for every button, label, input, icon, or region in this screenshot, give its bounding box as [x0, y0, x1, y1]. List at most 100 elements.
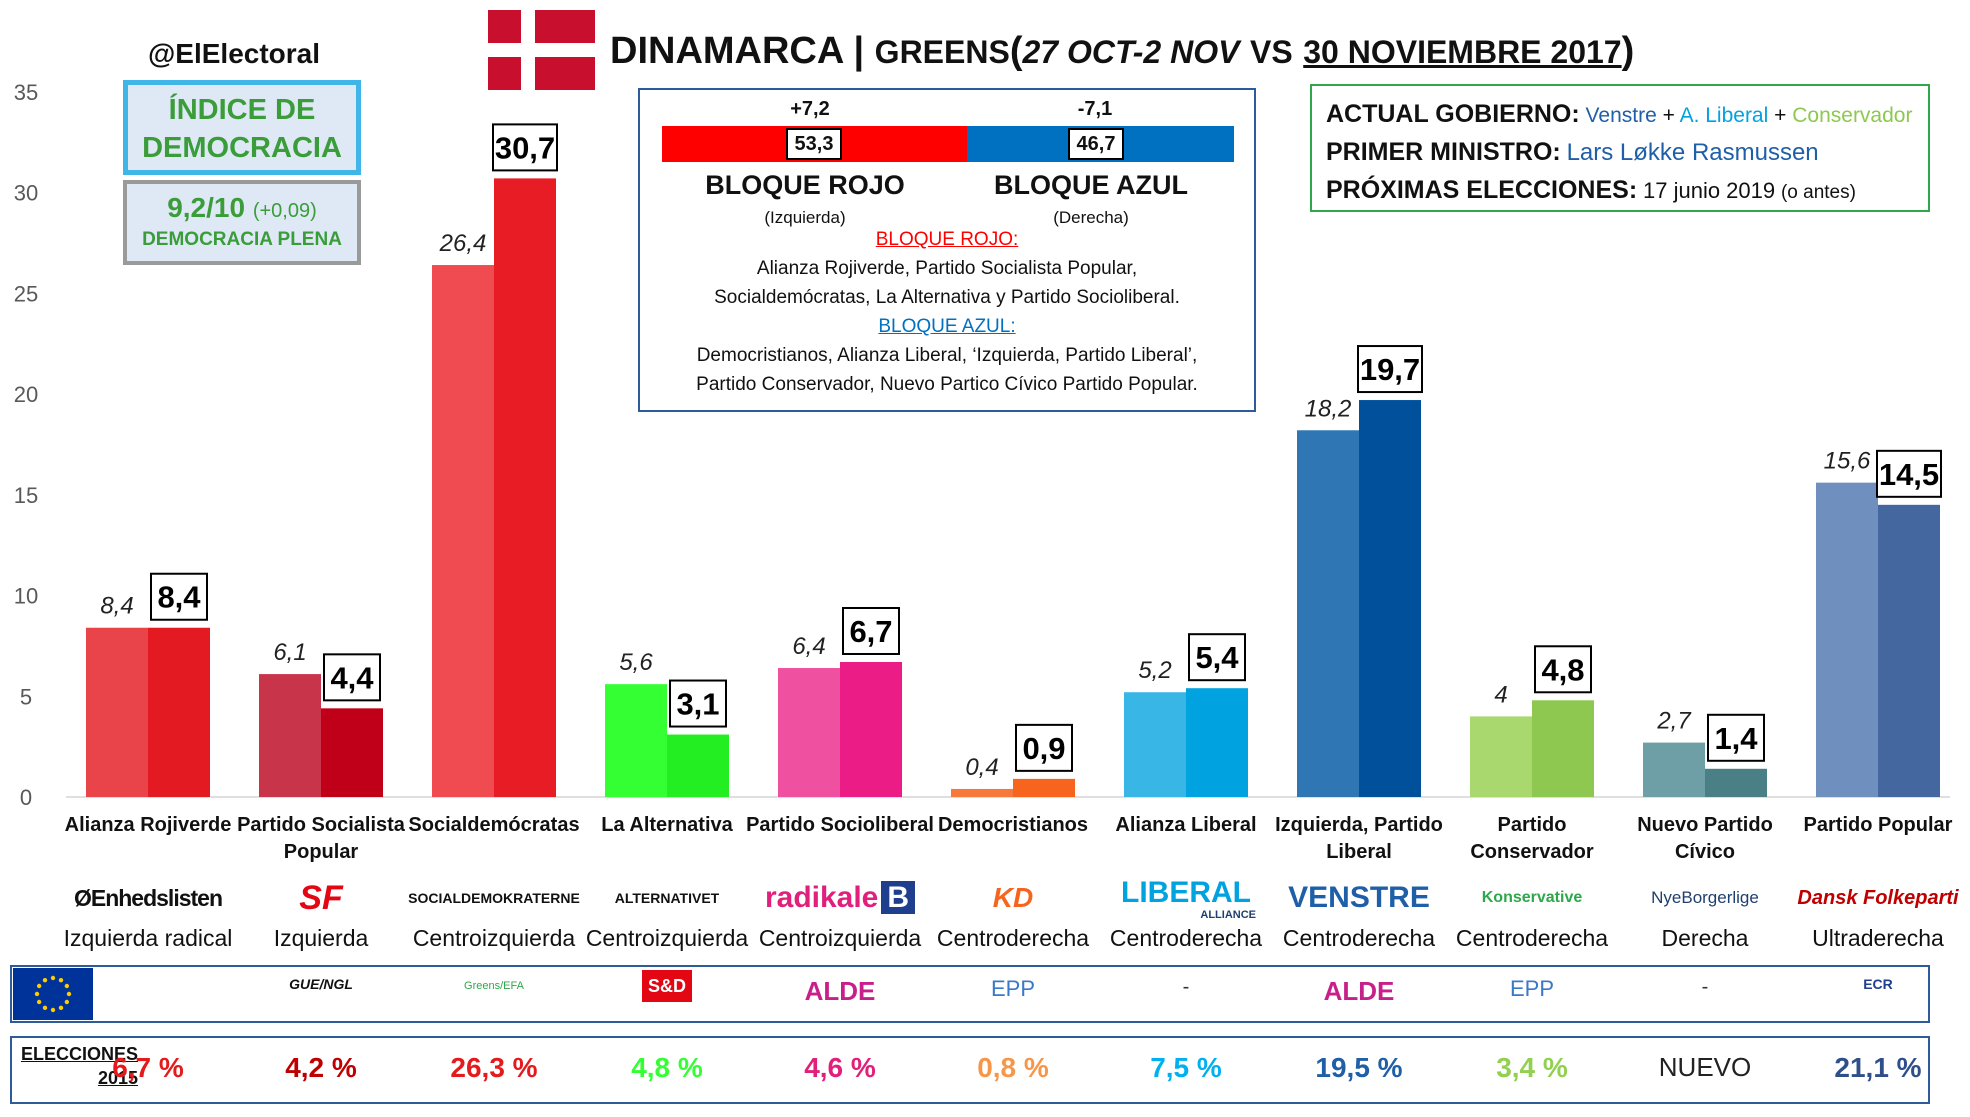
- ideology-label: Ultraderecha: [1812, 925, 1944, 951]
- party-logo-icon: VENSTRE: [1288, 881, 1430, 914]
- eu-group-label: ALDE: [1323, 976, 1395, 1006]
- eu-group-label: -: [1182, 976, 1190, 998]
- elections-2015-label: ELECCIONES 2015: [20, 1042, 138, 1090]
- bar-greens-nov-30: [148, 627, 210, 797]
- title-open-paren: (: [1009, 30, 1023, 72]
- party-logo-icon: SF: [299, 879, 343, 917]
- category-label: Partido Socialista Popular: [237, 814, 405, 863]
- handle: @ElElectoral: [148, 38, 321, 69]
- pm-name: Lars Løkke Rasmussen: [1566, 139, 1819, 166]
- data-label-second: 4,4: [330, 660, 374, 695]
- bar-greens-nov-30: [1359, 400, 1421, 797]
- data-label-first: 6,1: [273, 639, 306, 666]
- bar-greens-oct-nov: [1816, 482, 1878, 797]
- democracy-index-line1: ÍNDICE DE: [168, 94, 316, 126]
- data-label-first: 26,4: [439, 230, 487, 257]
- election-2015-value: 0,8 %: [977, 1052, 1049, 1083]
- data-label-second: 4,8: [1541, 652, 1584, 687]
- ideology-label: Centroizquierda: [758, 925, 922, 951]
- y-tick-label: 30: [14, 181, 38, 206]
- data-label-first: 0,4: [965, 754, 998, 781]
- eu-flag-icon: [13, 968, 93, 1020]
- data-label-first: 5,6: [619, 649, 653, 676]
- data-label-box: [323, 653, 381, 702]
- red-bloc-side: (Izquierda): [764, 208, 846, 227]
- blue-bloc-delta: -7,1: [1077, 98, 1113, 120]
- ideology-label: Centroderecha: [1455, 925, 1609, 951]
- election-2015-value: 19,5 %: [1315, 1052, 1403, 1083]
- election-2015-value: 21,1 %: [1834, 1052, 1922, 1083]
- eu-group-icon: GUE/NGL: [271, 976, 371, 994]
- democracy-index-line2: DEMOCRACIA: [142, 132, 342, 164]
- eu-group-icon: ECR: [1828, 976, 1928, 994]
- bar-greens-oct-nov: [1297, 430, 1359, 797]
- y-tick-label: 10: [14, 584, 38, 609]
- bar-greens-oct-nov: [86, 627, 148, 797]
- bar-greens-oct-nov: [1643, 742, 1705, 797]
- title-sep: |: [853, 30, 865, 72]
- eu-star: [42, 1005, 48, 1011]
- category-label: Alianza Rojiverde: [64, 814, 232, 836]
- elections-label-line1: ELECCIONES: [20, 1044, 138, 1064]
- democracy-change: (+0,09): [252, 200, 317, 222]
- category-label: Socialdemócratas: [408, 814, 580, 836]
- pm-label: PRIMER MINISTRO:: [1326, 138, 1561, 166]
- bar-greens-nov-30: [1013, 778, 1075, 797]
- data-label-first: 4: [1494, 681, 1507, 708]
- ideology-label: Izquierda: [273, 925, 369, 951]
- data-label-box: [492, 123, 558, 172]
- bar-greens-nov-30: [840, 661, 902, 797]
- election-2015-value: 6,7 %: [112, 1052, 184, 1083]
- eu-group-label: ECR: [1863, 976, 1893, 992]
- government-plus: +: [1662, 104, 1675, 127]
- bar-greens-oct-nov: [778, 668, 840, 797]
- elections-2015-row: [10, 1036, 1930, 1104]
- eu-group-label: -: [1701, 976, 1709, 998]
- election-2015-value: 3,4 %: [1496, 1052, 1568, 1083]
- ideology-label: Derecha: [1661, 925, 1749, 951]
- y-tick-label: 25: [14, 281, 38, 306]
- election-2015-value: 4,2 %: [285, 1052, 357, 1083]
- red-bloc-name: BLOQUE ROJO: [705, 170, 905, 200]
- eu-group-label: GUE/NGL: [289, 976, 353, 992]
- bar-greens-oct-nov: [432, 265, 494, 797]
- eu-group-icon: EPP: [963, 976, 1063, 1002]
- data-label-second: 14,5: [1879, 457, 1939, 492]
- ideology-label: Centroizquierda: [585, 925, 749, 951]
- ideology-label: Centroderecha: [1282, 925, 1436, 951]
- bar-greens-oct-nov: [1124, 692, 1186, 797]
- data-label-first: 6,4: [792, 633, 825, 660]
- bar-greens-nov-30: [667, 734, 729, 797]
- data-label-second: 8,4: [157, 580, 201, 615]
- data-label-second: 19,7: [1360, 352, 1420, 387]
- data-label-second: 3,1: [676, 687, 719, 722]
- y-tick-label: 35: [14, 80, 38, 105]
- bar-greens-nov-30: [1705, 768, 1767, 797]
- title-compare-date: 30 NOVIEMBRE 2017: [1303, 34, 1622, 70]
- party-logo-icon: NyeBorgerlige: [1651, 888, 1759, 907]
- red-bloc-members-1: Alianza Rojiverde, Partido Socialista Po…: [756, 258, 1138, 279]
- next-elections-note: (o antes): [1780, 182, 1856, 203]
- category-label: Partido Conservador: [1470, 814, 1594, 863]
- category-label: La Alternativa: [601, 814, 733, 836]
- page-title: DINAMARCA | GREENS(27 OCT-2 NOV VS 30 NO…: [610, 30, 1634, 73]
- eu-group-icon: EPP: [1482, 976, 1582, 1002]
- data-label-second: 0,9: [1022, 731, 1065, 766]
- election-2015-value: 4,6 %: [804, 1052, 876, 1083]
- title-pollster: GREENS: [874, 34, 1010, 70]
- data-label-second: 5,4: [1195, 640, 1239, 675]
- data-label-box: [842, 606, 900, 655]
- data-label-box: [1188, 633, 1246, 682]
- title-country: DINAMARCA: [610, 30, 843, 72]
- government-party-venstre: Venstre: [1585, 104, 1657, 127]
- eu-group-label: ALDE: [804, 976, 876, 1006]
- category-label: Democristianos: [937, 814, 1089, 836]
- bar-greens-oct-nov: [259, 674, 321, 797]
- blue-bloc-value: 46,7: [1068, 128, 1124, 160]
- blue-bloc-members-1: Democristianos, Alianza Liberal, ‘Izquie…: [696, 345, 1198, 366]
- y-tick-label: 5: [20, 684, 32, 709]
- government-box: ACTUAL GOBIERNO: Venstre + A. Liberal + …: [1310, 84, 1930, 212]
- party-logo-icon: radikale B: [750, 876, 930, 920]
- title-dates: 27 OCT-2 NOV: [1022, 34, 1240, 70]
